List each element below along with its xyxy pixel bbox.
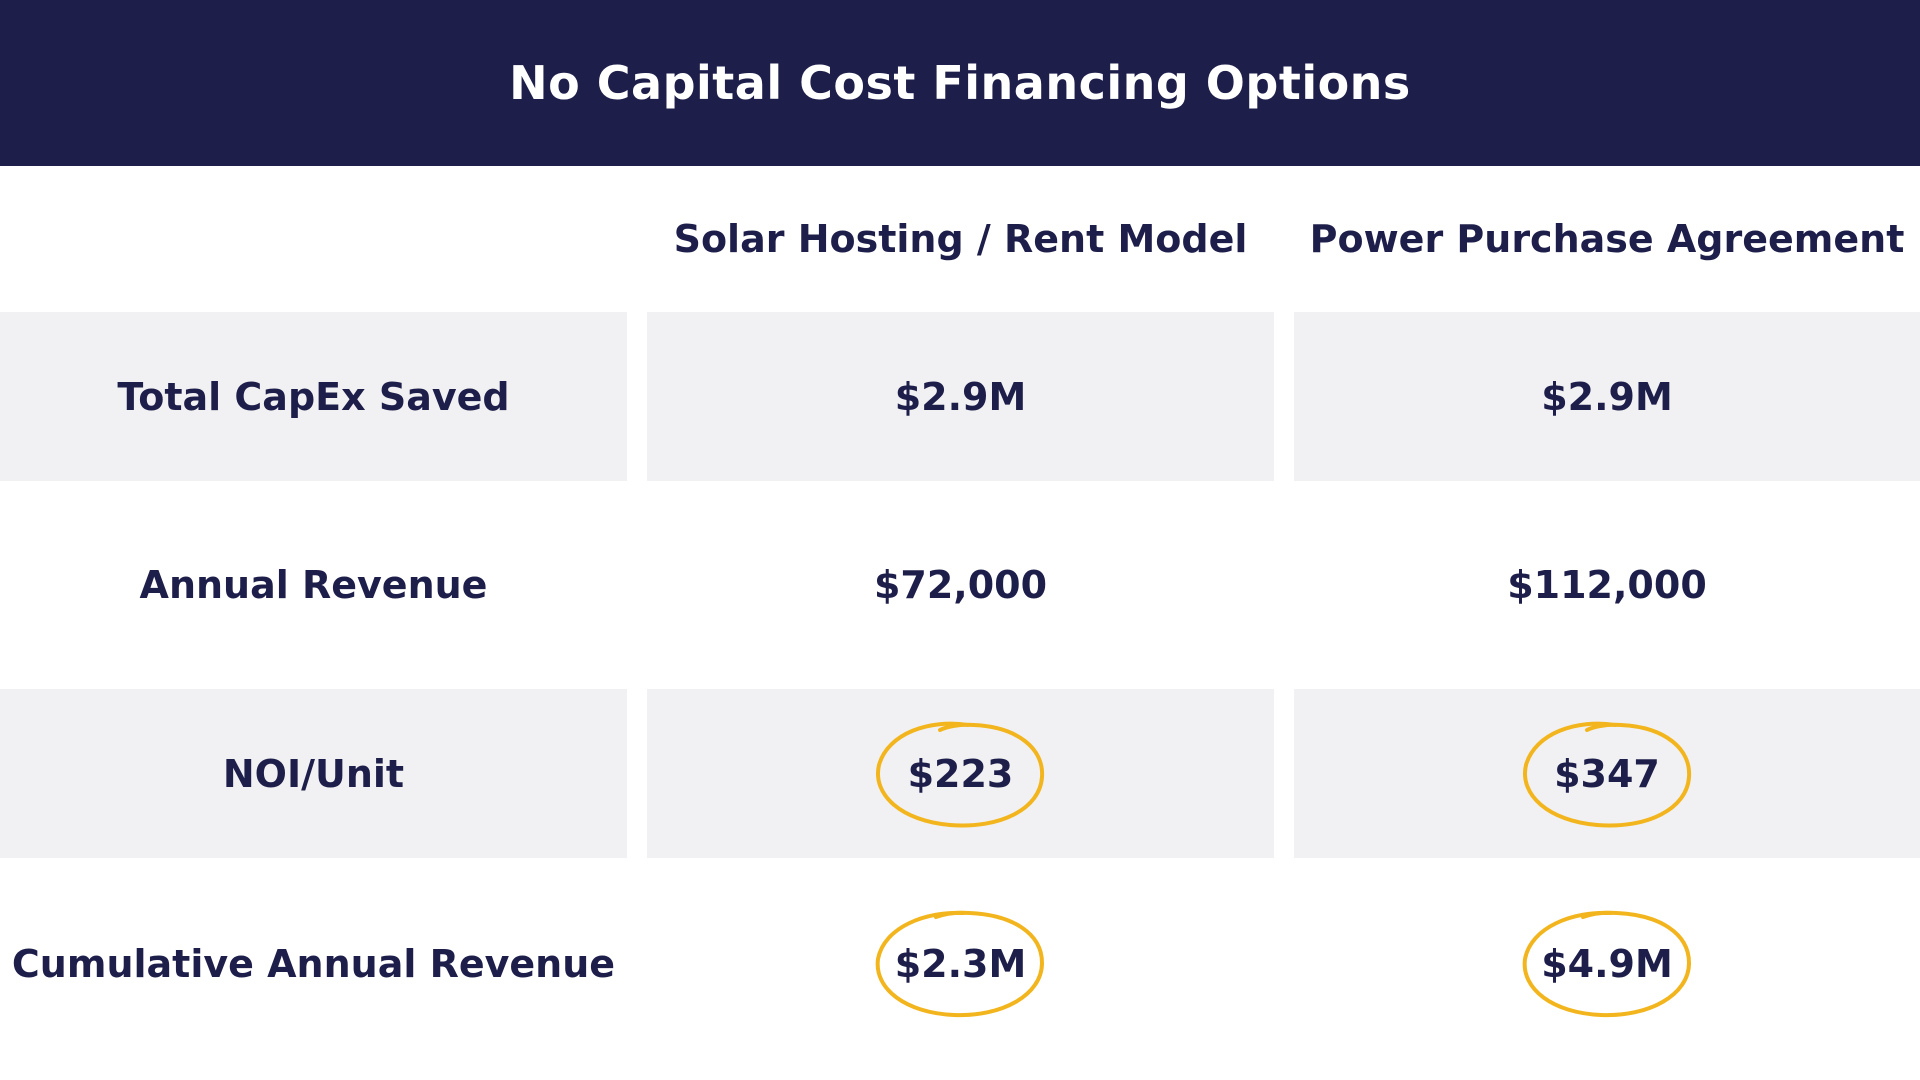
cell-noi-unit-solar-hosting: $223 — [647, 689, 1274, 858]
column-header-ppa: Power Purchase Agreement — [1309, 217, 1905, 261]
noi-unit-ppa-value: $347 — [1554, 751, 1660, 796]
column-header-solar-hosting: Solar Hosting / Rent Model — [673, 217, 1248, 261]
cumulative-revenue-ppa-value: $4.9M — [1541, 942, 1673, 986]
cell-capex-ppa: $2.9M — [1294, 312, 1920, 481]
circled-value: $2.3M — [876, 910, 1045, 1018]
row-label-cumulative-revenue: Cumulative Annual Revenue — [11, 942, 616, 986]
cell-cumulative-revenue-solar-hosting: $2.3M — [647, 858, 1274, 1070]
title-banner: No Capital Cost Financing Options — [0, 0, 1920, 166]
cumulative-revenue-solar-hosting-value: $2.3M — [894, 942, 1027, 986]
circled-value: $347 — [1522, 721, 1691, 828]
circled-value: $4.9M — [1522, 910, 1691, 1018]
row-label-annual-revenue: Annual Revenue — [139, 563, 488, 607]
cell-annual-revenue-ppa: $112,000 — [1507, 563, 1707, 607]
cell-annual-revenue-solar-hosting: $72,000 — [873, 563, 1048, 607]
cell-cumulative-revenue-ppa: $4.9M — [1294, 858, 1920, 1070]
circled-value: $223 — [876, 721, 1045, 828]
cell-noi-unit-ppa: $347 — [1294, 689, 1920, 858]
row-label-noi-unit: NOI/Unit — [0, 689, 627, 858]
noi-unit-solar-hosting-value: $223 — [907, 751, 1014, 796]
page-title: No Capital Cost Financing Options — [509, 56, 1411, 110]
cell-capex-solar-hosting: $2.9M — [647, 312, 1274, 481]
row-label-capex: Total CapEx Saved — [0, 312, 627, 481]
